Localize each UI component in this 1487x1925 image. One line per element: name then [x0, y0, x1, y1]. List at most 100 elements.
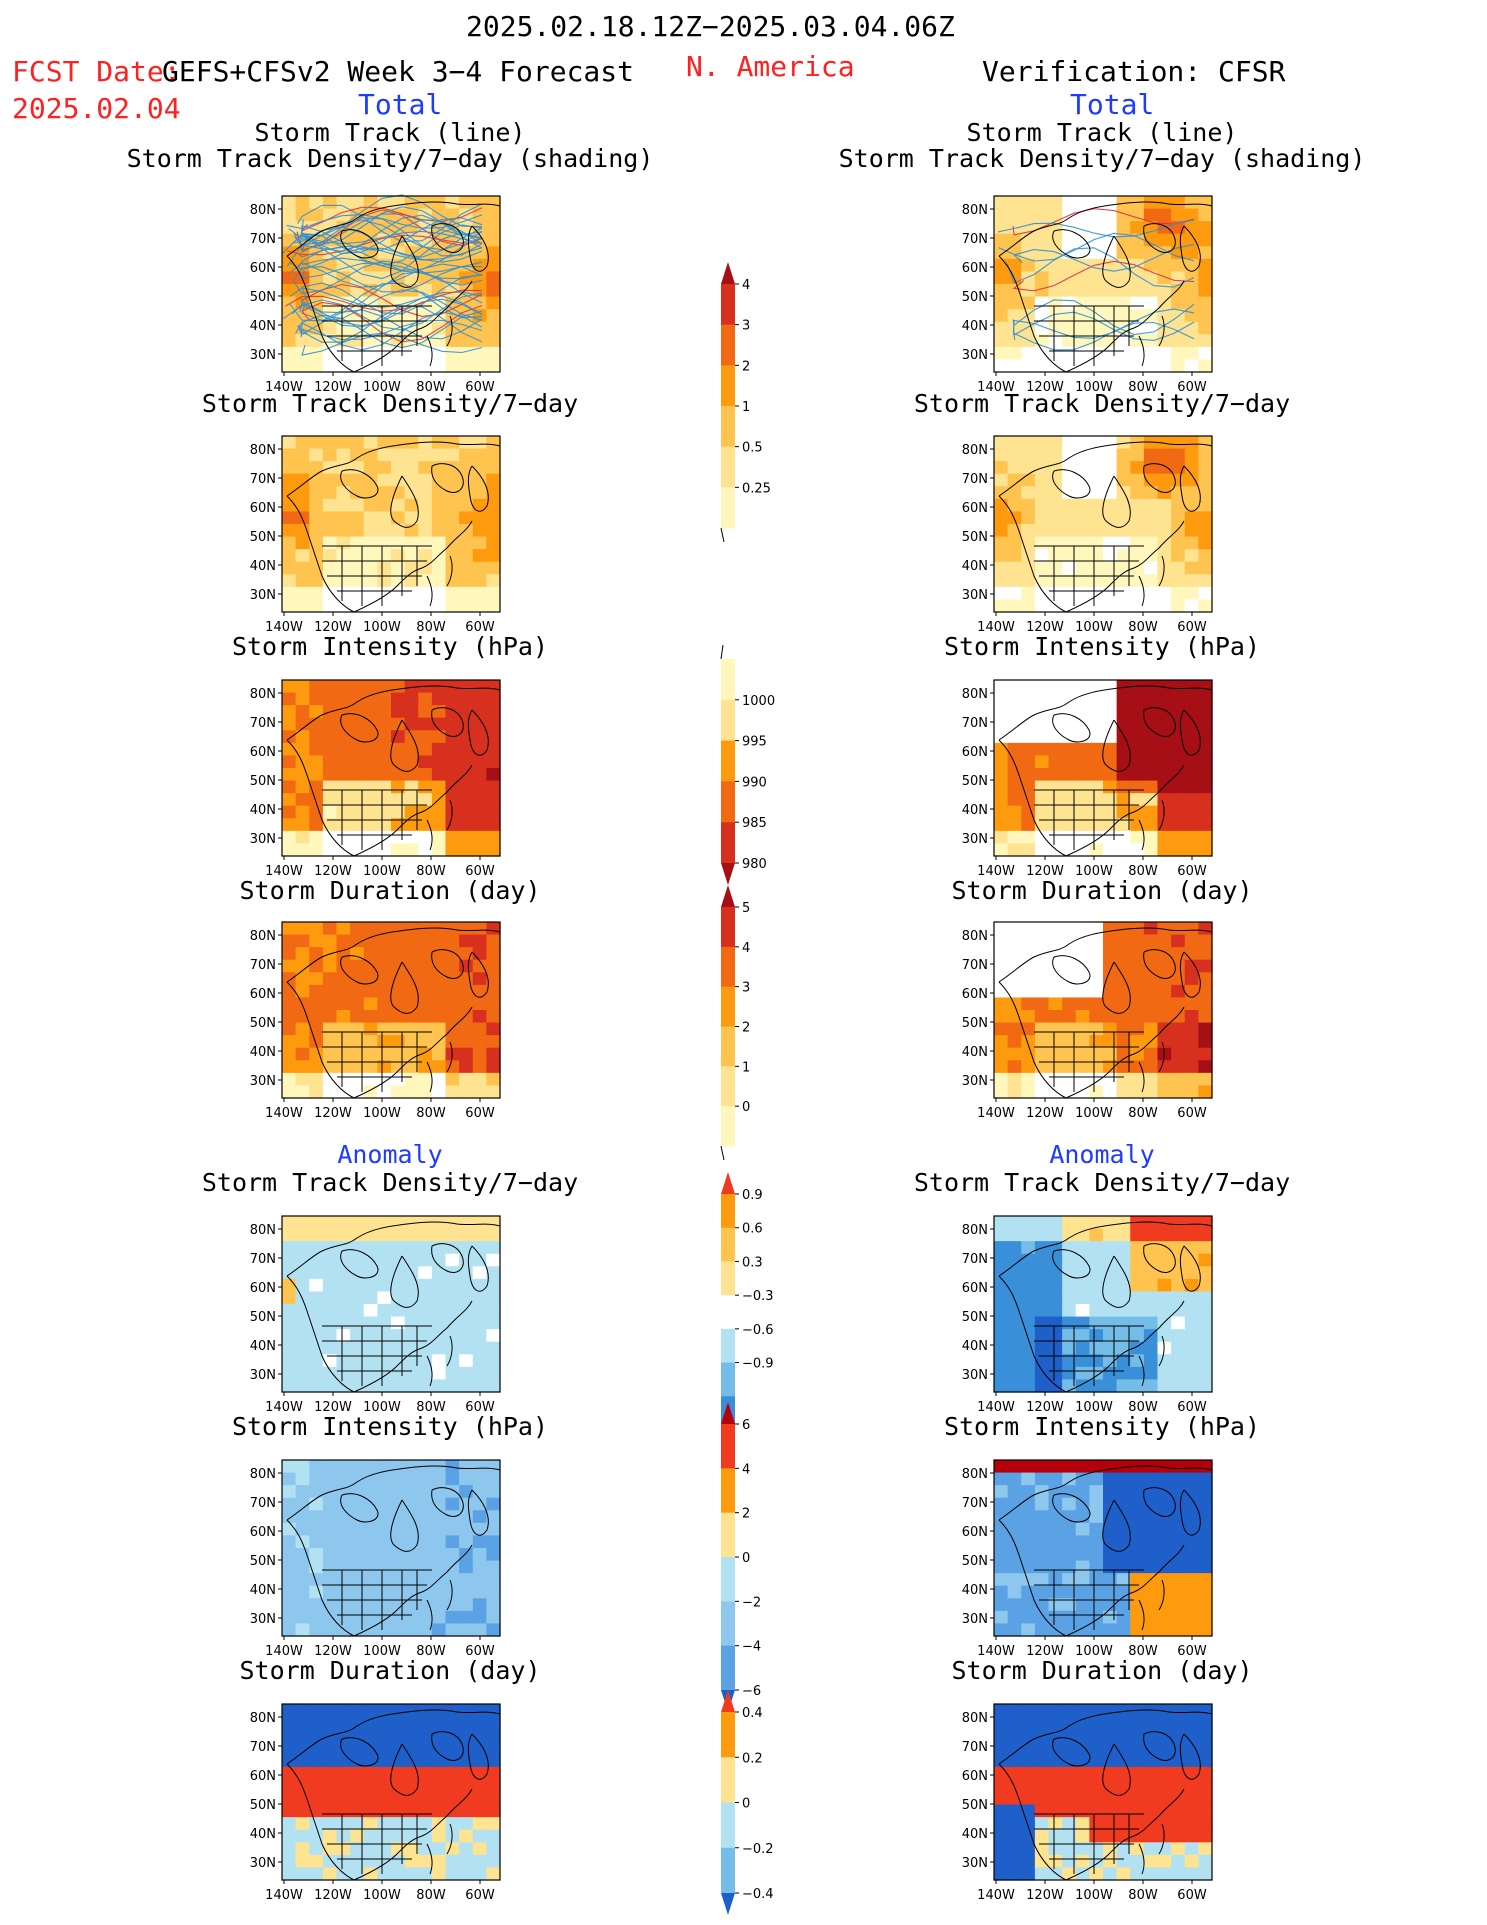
map-cell — [377, 1072, 392, 1087]
map-cell — [282, 1497, 297, 1511]
map-cell — [1075, 1035, 1090, 1049]
map-cell — [391, 1379, 406, 1393]
map-cell — [1034, 284, 1050, 298]
map-cell — [445, 717, 460, 731]
map-cell — [322, 1754, 338, 1768]
lon-tick-label: 140W — [977, 1644, 1015, 1659]
map-cell — [994, 284, 1009, 298]
map-cell — [309, 1228, 324, 1242]
colorbar-label: −0.9 — [742, 1357, 774, 1372]
map-outline — [1158, 799, 1165, 831]
map-cell — [1171, 1792, 1186, 1806]
map-cell — [322, 1867, 338, 1881]
map-frame — [993, 921, 1213, 1099]
map-cell — [1075, 1741, 1090, 1755]
map-cell — [472, 1060, 487, 1074]
map-cell — [1075, 843, 1090, 857]
map-cell — [1184, 1510, 1199, 1524]
map-cell — [309, 1035, 324, 1049]
map-cell — [1075, 1366, 1090, 1381]
map-frame — [993, 1459, 1213, 1637]
map-cell — [1143, 246, 1159, 260]
map-cell — [1171, 1548, 1186, 1562]
map-cell — [472, 1022, 487, 1036]
map-cell — [309, 768, 324, 782]
map-cell — [295, 755, 310, 769]
map-cell — [1116, 208, 1131, 222]
map-cell — [309, 511, 324, 525]
map-cell — [282, 959, 297, 973]
map-cell — [309, 1485, 324, 1499]
map-cell — [391, 680, 406, 694]
map-cell — [1198, 1047, 1213, 1061]
map-cell — [1157, 1022, 1172, 1036]
map-cell — [1062, 1842, 1077, 1856]
map-cell — [336, 705, 351, 719]
map-cell — [1062, 692, 1077, 706]
map-cell — [486, 284, 501, 298]
map-cell — [1048, 1704, 1063, 1718]
map-cell — [1184, 1228, 1199, 1242]
map-cell — [404, 1291, 419, 1305]
map-cell — [431, 959, 447, 973]
map-cell — [404, 1497, 419, 1511]
map-outline — [1179, 951, 1201, 998]
map-cell — [363, 1766, 378, 1781]
map-cell — [431, 1804, 447, 1818]
map-cell — [1075, 1228, 1090, 1242]
map-cell — [1198, 1060, 1213, 1074]
map-cell — [1062, 1854, 1077, 1869]
map-cell — [418, 1022, 433, 1036]
map-cell — [1130, 705, 1145, 719]
map-cell — [350, 768, 365, 782]
map-cell — [1184, 436, 1199, 450]
map-cell — [1171, 346, 1186, 361]
map-cell — [1198, 843, 1213, 857]
map-cell — [1075, 922, 1090, 936]
map-cell — [431, 780, 447, 794]
map-cell — [994, 1535, 1009, 1549]
map-cell — [1157, 742, 1172, 757]
map-cell — [431, 1704, 447, 1718]
map-cell — [486, 536, 501, 550]
map-cell — [418, 574, 433, 588]
map-cell — [1116, 586, 1131, 601]
map-cell — [1089, 296, 1104, 310]
map-cell — [1062, 1216, 1077, 1230]
lon-tick-label: 80W — [416, 380, 446, 395]
lon-tick-label: 140W — [265, 380, 303, 395]
map-cell — [994, 1022, 1009, 1036]
map-cell — [282, 436, 297, 450]
map-cell — [404, 1829, 419, 1843]
map-cell — [1116, 818, 1131, 832]
lon-tick-label: 140W — [977, 620, 1015, 635]
map-cell — [322, 1253, 338, 1267]
map-cell — [1171, 1704, 1186, 1718]
map-outline — [1138, 1599, 1145, 1631]
map-cell — [350, 1291, 365, 1305]
map-cell — [391, 843, 406, 857]
map-cell — [282, 830, 297, 845]
map-cell — [1130, 1766, 1145, 1781]
map-cell — [309, 1535, 324, 1549]
map-cell — [1062, 1585, 1077, 1599]
map-cell — [1184, 1216, 1199, 1230]
map-cell — [418, 1754, 433, 1768]
map-cell — [404, 1072, 419, 1087]
lat-tick-label: 60N — [962, 987, 988, 1002]
map-cell — [1021, 818, 1036, 832]
map-cell — [459, 1804, 474, 1818]
map-cell — [1116, 1842, 1131, 1856]
map-cell — [445, 1253, 460, 1267]
map-cell — [486, 511, 501, 525]
map-cell — [1048, 805, 1063, 819]
map-cell — [1198, 1460, 1213, 1474]
map-cell — [1021, 473, 1036, 487]
map-cell — [336, 1060, 351, 1074]
map-cell — [1171, 1010, 1186, 1024]
map-cell — [377, 1585, 392, 1599]
map-cell — [472, 359, 487, 373]
lon-tick-label: 120W — [1026, 1888, 1064, 1903]
map-cell — [1021, 1729, 1036, 1743]
map-cell — [377, 1804, 392, 1818]
